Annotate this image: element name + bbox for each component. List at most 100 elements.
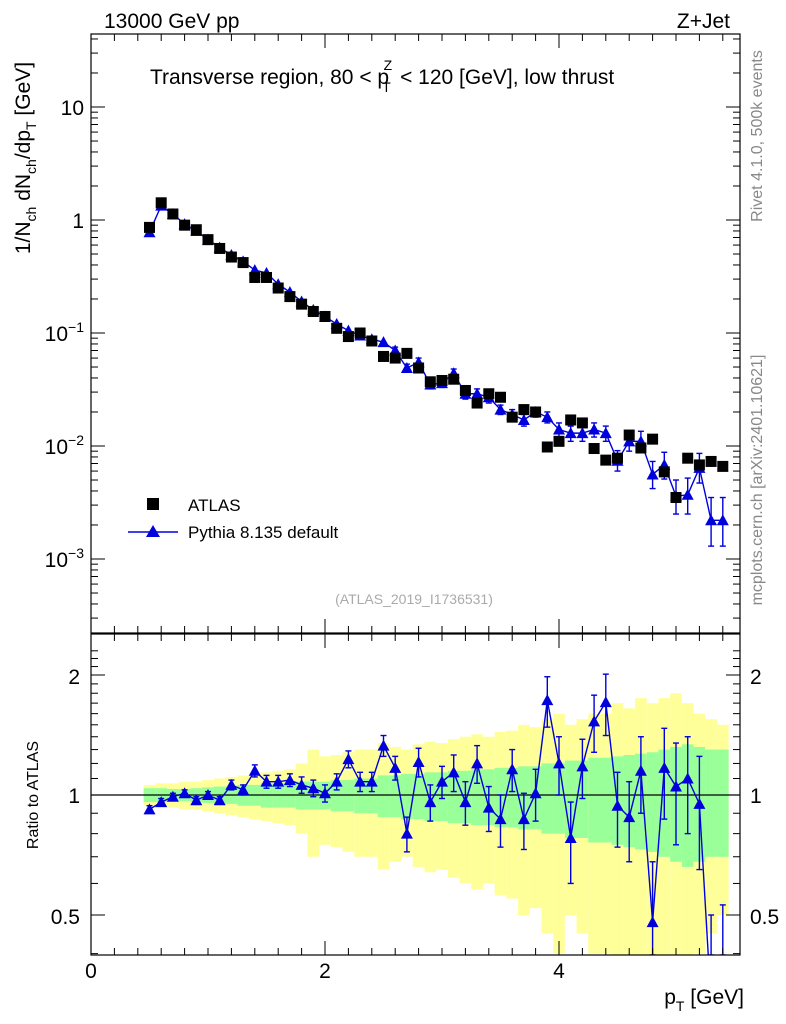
ratio-pythia-marker	[693, 797, 706, 809]
ratio-inner-band	[564, 760, 577, 839]
atlas-marker	[366, 335, 378, 347]
legend-atlas-marker	[147, 498, 159, 510]
atlas-marker	[693, 459, 705, 471]
atlas-marker	[401, 347, 413, 359]
ratio-pythia-marker	[412, 755, 425, 767]
ratio-pythia-marker	[202, 789, 214, 800]
atlas-marker	[378, 350, 389, 362]
ratio-pythia-marker	[319, 787, 331, 799]
pythia-marker	[494, 403, 507, 415]
ratio-inner-band	[354, 778, 366, 814]
pythia-marker	[681, 488, 694, 500]
x-tick-label-4: 4	[553, 960, 565, 983]
ratio-pythia-marker	[307, 782, 320, 794]
ratio-inner-band	[646, 752, 659, 852]
ratio-inner-band	[599, 757, 612, 843]
pythia-marker	[623, 435, 636, 447]
ratio-pythia-marker	[576, 760, 589, 772]
ratio-inner-band	[412, 773, 425, 820]
atlas-marker	[506, 411, 518, 423]
legend-atlas-label: ATLAS	[188, 496, 241, 515]
ratio-inner-band	[365, 778, 378, 814]
atlas-marker	[553, 435, 565, 447]
ratio-panel: 2 1 0.5 2 1 0.5 0 2 4 Ratio to ATLAS pT …	[25, 633, 779, 1014]
ratio-inner-band	[447, 770, 460, 824]
ratio-pythia-marker	[225, 778, 238, 790]
ratio-inner-band	[401, 773, 413, 820]
ratio-pythia-marker	[517, 813, 530, 825]
ratio-pythia-marker	[248, 764, 261, 776]
atlas-marker	[635, 442, 647, 454]
ratio-uncertainty-bands	[143, 693, 729, 955]
ratio-pythia-marker	[377, 739, 390, 751]
ratio-pythia-marker	[330, 775, 343, 787]
pythia-marker	[705, 514, 718, 526]
ratio-inner-band	[541, 763, 554, 834]
atlas-marker	[296, 298, 308, 310]
atlas-marker	[717, 460, 729, 472]
ratio-pythia-marker	[611, 799, 624, 811]
atlas-marker	[331, 322, 343, 334]
y-tick-label-0p01: 10−2	[45, 432, 85, 459]
atlas-marker	[261, 271, 272, 283]
x-axis-label: pT [GeV]	[664, 986, 744, 1014]
pythia-marker	[588, 423, 601, 435]
pythia-marker	[599, 427, 612, 439]
ratio-pythia-marker	[400, 827, 413, 839]
atlas-marker	[342, 331, 354, 343]
ratio-pythia-marker	[529, 787, 542, 799]
ratio-inner-band	[377, 775, 390, 818]
atlas-marker	[647, 433, 659, 445]
atlas-marker	[565, 414, 577, 426]
pythia-marker	[553, 423, 565, 435]
atlas-marker	[354, 327, 366, 339]
ratio-inner-band	[588, 757, 600, 843]
x-tick-label-0: 0	[85, 960, 97, 983]
atlas-marker	[225, 251, 237, 263]
ratio-y-tick-label-2: 2	[68, 666, 80, 689]
ratio-pythia-marker	[588, 715, 601, 727]
ratio-pythia-marker	[494, 813, 507, 825]
ratio-pythia-marker	[599, 696, 612, 708]
pythia-marker	[646, 468, 659, 480]
ratio-pythia-marker	[482, 801, 495, 813]
ratio-pythia-marker	[447, 766, 460, 778]
main-axis-ticks	[90, 34, 740, 633]
ratio-inner-band	[342, 780, 355, 812]
header-process-label: Z+Jet	[677, 10, 730, 33]
atlas-marker	[436, 374, 448, 386]
atlas-marker	[518, 404, 530, 416]
ratio-axis-ticks	[90, 634, 740, 955]
ratio-inner-band	[330, 780, 343, 812]
ratio-y-tick-label-0p5: 0.5	[51, 906, 80, 929]
main-y-tick-labels: 10 1 10−1 10−2 10−3	[45, 97, 85, 572]
ratio-inner-band	[576, 760, 589, 839]
header-energy-label: 13000 GeV pp	[104, 10, 239, 33]
ratio-inner-band	[506, 767, 519, 828]
atlas-marker	[682, 452, 694, 464]
ratio-pythia-marker	[155, 796, 168, 808]
ratio-inner-band	[389, 775, 402, 818]
ratio-pythia-marker	[342, 753, 355, 765]
ratio-pythia-marker	[506, 763, 519, 775]
atlas-marker	[319, 310, 331, 322]
atlas-marker	[214, 242, 226, 254]
ratio-inner-band	[705, 749, 717, 857]
atlas-marker	[272, 282, 284, 294]
ratio-pythia-marker	[213, 794, 226, 806]
atlas-marker	[705, 455, 717, 467]
atlas-marker	[471, 397, 483, 409]
y-tick-label-0p1: 10−1	[45, 319, 85, 346]
atlas-marker	[190, 224, 202, 236]
ratio-pythia-marker	[178, 787, 191, 799]
ratio-y-tick-label-2-right: 2	[750, 666, 762, 689]
atlas-marker	[576, 417, 588, 429]
ratio-pythia-marker	[354, 775, 367, 787]
main-plot-frame	[90, 33, 741, 634]
ratio-pythia-marker	[143, 803, 156, 815]
atlas-marker	[530, 406, 542, 418]
ratio-pythia-marker	[564, 832, 577, 844]
ratio-y-tick-label-1-right: 1	[750, 785, 762, 808]
y-tick-label-1: 1	[72, 210, 84, 233]
atlas-marker	[588, 443, 600, 455]
